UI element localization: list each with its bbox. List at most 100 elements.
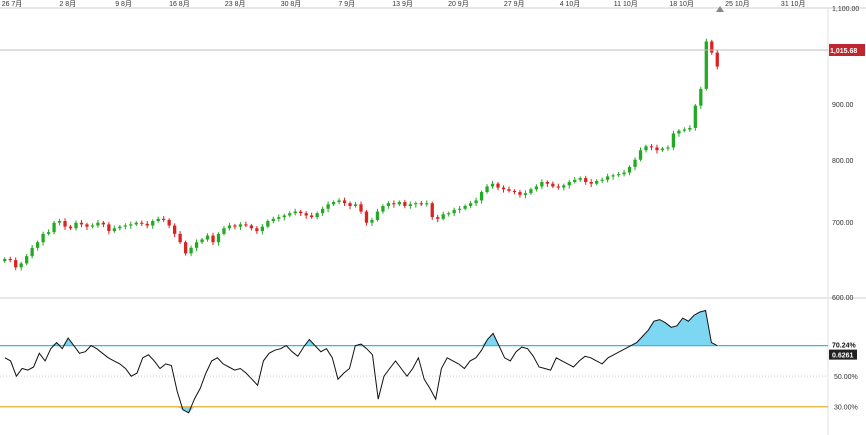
candle-body xyxy=(430,203,434,218)
candle-body xyxy=(501,187,506,190)
candle-body xyxy=(3,258,7,262)
candle-body xyxy=(485,186,489,193)
candle-body xyxy=(145,223,149,226)
x-tick-label: 9 8月 xyxy=(115,0,132,8)
candle-body xyxy=(238,224,243,227)
candle-body xyxy=(90,225,95,227)
candle-body xyxy=(342,200,347,204)
candle-body xyxy=(151,221,155,226)
candle-body xyxy=(534,186,539,190)
candle-body xyxy=(173,225,177,234)
candle-body xyxy=(123,225,127,227)
x-tick-label: 26 7月 xyxy=(2,0,23,8)
candle-body xyxy=(271,218,275,222)
candle-body xyxy=(25,256,29,264)
candle-body xyxy=(14,260,18,268)
indicator-value-tag xyxy=(829,349,857,360)
candle-body xyxy=(244,224,248,226)
candle-body xyxy=(616,174,621,176)
candle-body xyxy=(35,242,40,248)
upper-reference-label: 70.24% xyxy=(832,343,857,350)
x-tick-label: 23 8月 xyxy=(225,0,246,8)
candle-body xyxy=(655,147,659,151)
candle-body xyxy=(348,203,352,206)
candle-body xyxy=(693,105,697,128)
candle-body xyxy=(134,222,138,225)
y-tick-label: 700.00 xyxy=(832,220,854,227)
candle-body xyxy=(403,202,407,206)
candle-body xyxy=(205,235,210,240)
candle-body xyxy=(468,203,473,206)
candle-body xyxy=(57,221,62,223)
candle-body xyxy=(85,224,89,227)
candle-body xyxy=(622,172,626,175)
candle-body xyxy=(529,189,533,194)
candle-body xyxy=(112,228,117,232)
candle-body xyxy=(490,183,495,187)
candle-body xyxy=(178,233,182,243)
candle-body xyxy=(584,178,588,182)
x-tick-label: 30 8月 xyxy=(281,0,302,8)
candle-body xyxy=(96,222,100,226)
candle-body xyxy=(266,221,270,227)
lower-reference-label: 30.00% xyxy=(834,405,858,412)
candle-body xyxy=(30,247,34,257)
candle-body xyxy=(425,203,429,205)
candle-body xyxy=(605,176,610,180)
candle-body xyxy=(562,185,566,188)
x-tick-label: 31 10月 xyxy=(781,0,806,8)
candle-body xyxy=(419,203,423,205)
candle-body xyxy=(507,189,511,191)
candle-body xyxy=(227,225,232,229)
candle-body xyxy=(436,217,440,219)
upper-label-bg xyxy=(829,339,857,350)
x-tick-label: 18 10月 xyxy=(669,0,694,8)
candle-body xyxy=(310,215,314,218)
candle-body xyxy=(512,190,517,193)
candle-body xyxy=(496,183,500,188)
y-tick-label: 1,100.00 xyxy=(832,6,859,13)
candle-body xyxy=(288,213,292,216)
candle-body xyxy=(551,183,555,187)
x-tick-label: 20 9月 xyxy=(448,0,469,8)
candle-body xyxy=(627,166,632,173)
candle-body xyxy=(8,258,12,261)
candle-body xyxy=(277,217,281,219)
candle-body xyxy=(320,208,325,214)
axis-layer: 26 7月 2 8月 9 8月 16 8月 23 8月 30 8月 7 9月 13 9月 20 … xyxy=(2,0,860,412)
candle-body xyxy=(644,146,648,151)
x-tick-label: 11 10月 xyxy=(614,0,638,8)
candle-body xyxy=(408,204,412,206)
candle-body xyxy=(183,242,188,254)
candle-body xyxy=(699,88,703,106)
candle-body xyxy=(337,200,341,203)
candle-body xyxy=(463,205,467,209)
x-tick-label: 13 9月 xyxy=(392,0,413,8)
candle-body xyxy=(79,222,84,225)
candle-body xyxy=(447,213,451,215)
candle-body xyxy=(52,222,56,233)
candle-body xyxy=(194,242,199,248)
candle-body xyxy=(304,213,308,216)
candle-body xyxy=(255,228,259,232)
candle-body xyxy=(682,129,687,131)
x-tick-label: 4 10月 xyxy=(560,0,581,8)
candle-body xyxy=(162,218,166,220)
candle-body xyxy=(364,211,369,223)
scroll-arrow-icon[interactable] xyxy=(716,6,724,12)
candle-body xyxy=(710,41,714,53)
candle-body xyxy=(573,179,577,182)
price-panel: 1,015.68 xyxy=(0,6,865,271)
candle-body xyxy=(666,147,670,149)
candle-body xyxy=(156,218,160,222)
overbought-fill xyxy=(50,310,718,413)
candle-body xyxy=(200,239,204,243)
x-tick-label: 16 8月 xyxy=(169,0,190,8)
candle-body xyxy=(578,178,582,180)
candle-body xyxy=(370,219,374,223)
candle-body xyxy=(545,182,549,184)
x-tick-label: 27 9月 xyxy=(504,0,525,8)
candle-body xyxy=(633,159,637,167)
